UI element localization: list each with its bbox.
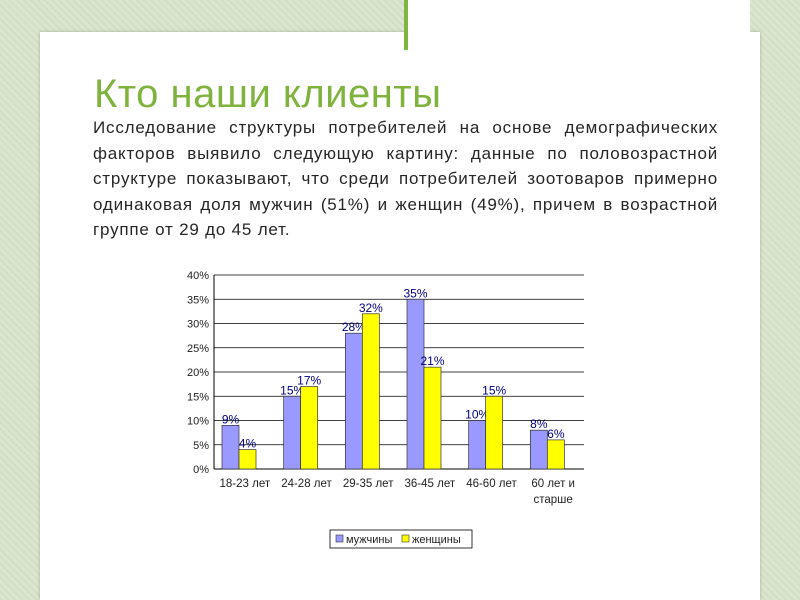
data-label: 6%	[547, 427, 565, 441]
x-tick-label: 18-23 лет	[220, 478, 271, 490]
y-tick-label: 5%	[193, 440, 209, 452]
data-label: 4%	[239, 437, 257, 451]
bar-men	[468, 420, 487, 470]
y-tick-label: 30%	[187, 319, 209, 331]
bar-men	[221, 425, 240, 470]
bar-men	[406, 298, 425, 470]
data-label: 8%	[530, 417, 548, 431]
data-label: 15%	[482, 383, 506, 397]
y-tick-label: 10%	[187, 416, 209, 428]
data-label: 32%	[359, 301, 383, 315]
x-tick-label: старше	[534, 494, 573, 506]
y-tick-label: 40%	[187, 270, 209, 282]
bar-women	[238, 449, 257, 470]
slide-title: Кто наши клиенты	[94, 72, 442, 116]
data-label: 21%	[420, 354, 444, 368]
x-tick-label: 60 лет и	[531, 478, 575, 490]
legend-swatch	[401, 534, 410, 543]
legend-swatch	[335, 534, 344, 543]
y-tick-label: 25%	[187, 343, 209, 355]
slide-body-text: Исследование структуры потребителей на о…	[93, 118, 718, 239]
data-label: 9%	[222, 412, 240, 426]
y-tick-label: 35%	[187, 294, 209, 306]
x-tick-label: 24-28 лет	[281, 478, 332, 490]
chart-svg: 0% 5% 10% 15% 20% 25% 30% 35% 40% 9% 15% 28% 35% 10% 8…	[187, 270, 584, 549]
data-label: 17%	[297, 374, 321, 388]
data-label: 28%	[342, 320, 366, 334]
legend-box	[329, 529, 473, 549]
data-label: 15%	[280, 383, 304, 397]
data-label: 10%	[465, 408, 489, 422]
x-tick-label: 36-45 лет	[405, 478, 456, 490]
y-tick-label: 15%	[187, 391, 209, 403]
bar-men	[283, 395, 302, 470]
bar-women	[546, 439, 565, 470]
legend-label: мужчины	[346, 534, 392, 546]
bar-men	[344, 332, 363, 470]
age-gender-chart: 0% 5% 10% 15% 20% 25% 30% 35% 40% 9% 15% 28% 35% 10% 8…	[170, 262, 600, 562]
bar-men	[529, 429, 548, 470]
x-tick-label: 46-60 лет	[466, 478, 517, 490]
legend-label: женщины	[412, 534, 461, 546]
slide-paper	[40, 32, 760, 600]
accent-line	[404, 0, 408, 50]
bar-women	[423, 366, 442, 470]
x-tick-label: 29-35 лет	[343, 478, 394, 490]
data-label: 35%	[403, 286, 427, 300]
bar-women	[300, 386, 319, 470]
y-tick-label: 20%	[187, 367, 209, 379]
slide-header-tab	[408, 0, 750, 50]
bar-women	[485, 395, 504, 470]
y-tick-label: 0%	[193, 464, 209, 476]
bar-women	[361, 313, 380, 470]
